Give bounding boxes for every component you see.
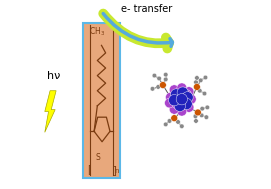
Circle shape — [166, 92, 175, 102]
Circle shape — [198, 88, 202, 93]
Circle shape — [205, 105, 209, 110]
Circle shape — [160, 82, 166, 88]
Circle shape — [182, 92, 193, 103]
Circle shape — [179, 124, 184, 129]
Circle shape — [150, 87, 155, 91]
Circle shape — [152, 73, 157, 78]
Text: CH$_3$: CH$_3$ — [89, 26, 105, 38]
Circle shape — [180, 93, 189, 103]
Circle shape — [157, 76, 162, 81]
Circle shape — [184, 102, 194, 112]
Circle shape — [195, 76, 199, 80]
Circle shape — [177, 83, 187, 93]
Circle shape — [200, 106, 205, 111]
Circle shape — [181, 98, 192, 110]
Circle shape — [163, 122, 168, 127]
Circle shape — [186, 94, 196, 104]
Circle shape — [169, 94, 180, 106]
Circle shape — [176, 120, 180, 124]
Circle shape — [171, 115, 178, 122]
Circle shape — [204, 115, 209, 119]
Circle shape — [163, 72, 168, 77]
Circle shape — [169, 104, 179, 114]
Circle shape — [199, 113, 204, 118]
Circle shape — [170, 89, 182, 100]
Circle shape — [167, 119, 172, 123]
Circle shape — [193, 114, 198, 119]
Circle shape — [169, 85, 179, 95]
Circle shape — [178, 100, 188, 110]
Circle shape — [198, 78, 203, 83]
Circle shape — [195, 109, 201, 116]
Circle shape — [177, 106, 187, 116]
Polygon shape — [45, 91, 56, 132]
Circle shape — [177, 87, 188, 98]
Text: S: S — [96, 153, 101, 162]
Circle shape — [193, 84, 200, 90]
Circle shape — [175, 91, 185, 100]
FancyBboxPatch shape — [83, 23, 120, 178]
Circle shape — [163, 77, 168, 82]
Text: [: [ — [87, 164, 91, 174]
Circle shape — [156, 85, 160, 89]
Text: n: n — [114, 168, 119, 174]
Text: hν: hν — [47, 71, 60, 81]
Circle shape — [202, 91, 207, 96]
Circle shape — [164, 98, 175, 108]
Circle shape — [174, 100, 186, 112]
Circle shape — [182, 90, 191, 99]
Circle shape — [194, 80, 198, 84]
Circle shape — [172, 99, 182, 109]
Circle shape — [176, 94, 188, 105]
Circle shape — [203, 75, 208, 80]
Text: ]: ] — [112, 165, 116, 175]
Circle shape — [184, 87, 194, 97]
Text: e- transfer: e- transfer — [121, 5, 172, 14]
Circle shape — [194, 119, 198, 123]
